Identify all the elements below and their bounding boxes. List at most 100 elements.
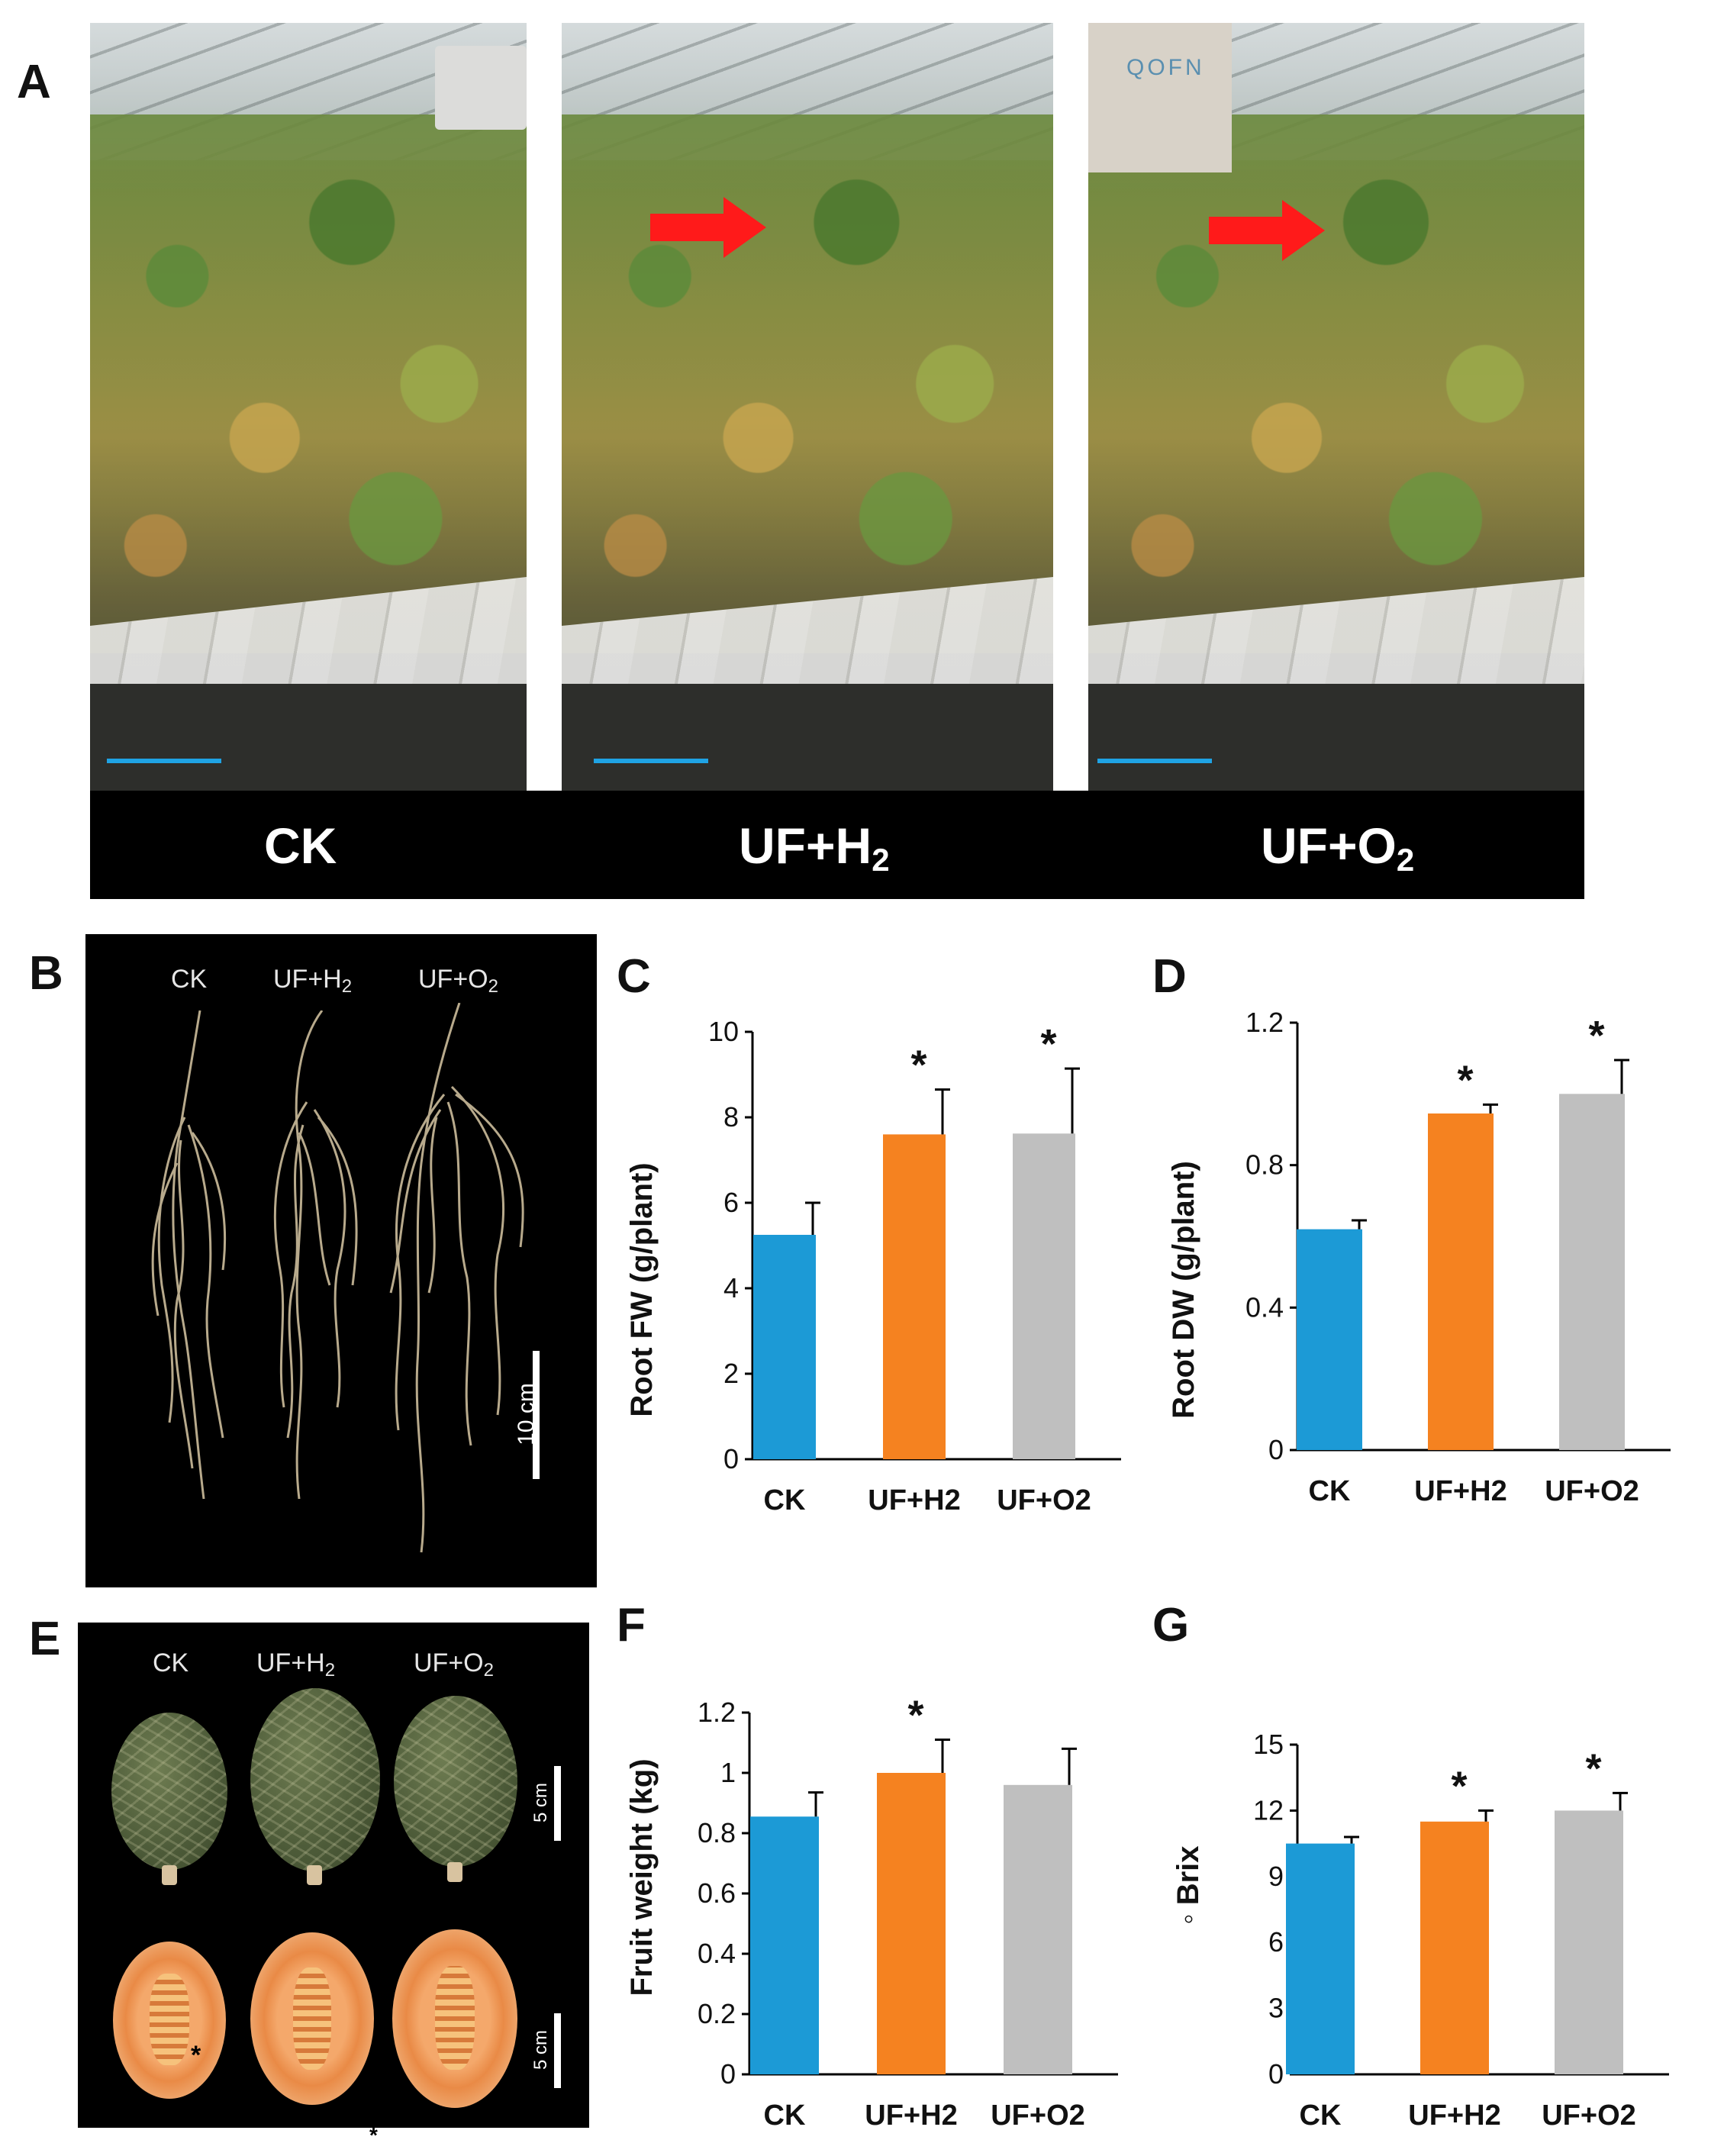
greenhouse-floor <box>562 684 1053 791</box>
x-tick-label: CK <box>1300 2100 1342 2132</box>
bar <box>1013 1133 1075 1459</box>
x-tick-label: CK <box>1309 1475 1351 1507</box>
sensor-logo: QOFN <box>1126 55 1205 80</box>
sensor-box <box>435 46 527 130</box>
caption-ck: CK <box>264 817 337 874</box>
y-axis-label: Root DW (g/plant) <box>1167 1161 1200 1419</box>
scale-label-top: 5 cm <box>530 1783 551 1823</box>
y-tick-label: 0.8 <box>698 1817 736 1848</box>
red-arrow-icon <box>650 197 766 258</box>
y-tick-label: 0.6 <box>698 1877 736 1909</box>
scale-bar-top <box>554 1766 561 1841</box>
y-tick-label: 1 <box>720 1757 736 1788</box>
bar <box>1420 1821 1489 2074</box>
bar <box>1004 1784 1072 2074</box>
root-system-ck <box>151 1010 227 1500</box>
bar <box>877 1773 946 2074</box>
red-arrow-icon <box>1209 200 1325 261</box>
y-tick-label: 15 <box>1253 1729 1284 1760</box>
x-tick-label: UF+H2 <box>865 2100 957 2132</box>
y-tick-label: 12 <box>1253 1794 1284 1826</box>
panel-letter-a: A <box>17 56 51 108</box>
root-label-ck: CK <box>171 965 208 994</box>
chart-svg: F 0 0.2 0.4 0.6 0.8 1 1.2 Fruit weight (kg) CK * UF… <box>617 1599 1118 2132</box>
panel-letter: G <box>1152 1599 1189 1652</box>
sensor-box: QOFN <box>1088 23 1232 172</box>
treatment-caption-band: CK UF+H2 UF+O2 <box>90 791 1584 899</box>
y-tick-label: 1.2 <box>1245 1007 1284 1038</box>
greenhouse-photo-uf-o2: QOFN <box>1088 23 1584 791</box>
scale-bar <box>533 1351 540 1479</box>
melon-label-uf-o2: UF+O2 <box>414 1648 494 1681</box>
chart-svg: C 0 2 4 6 8 10 Root FW (g/plant) CK * UF+H2 * UF+O2 <box>617 950 1121 1516</box>
y-tick-label: 0.2 <box>698 1998 736 2029</box>
bar <box>1555 1810 1623 2074</box>
panel-letter: D <box>1152 950 1187 1003</box>
melon-seed-cavity <box>150 1974 189 2065</box>
panel-letter-b: B <box>29 947 63 1000</box>
chart-svg: G 0 3 6 9 12 15 ◦ Brix CK * UF+H2 * UF+O2 <box>1152 1599 1669 2132</box>
significance-mark: * <box>1457 1057 1473 1103</box>
bar <box>750 1816 819 2074</box>
y-tick-label: 0 <box>720 2058 736 2090</box>
melon-label-ck: CK <box>153 1648 189 1677</box>
y-tick-label: 0 <box>1268 2058 1284 2090</box>
x-tick-label: CK <box>764 2100 806 2132</box>
photo-mark: * <box>369 2123 378 2147</box>
melon-stem <box>162 1865 177 1885</box>
significance-mark: * <box>1585 1745 1601 1791</box>
melon-stem <box>307 1865 322 1885</box>
panel-letter: C <box>617 950 651 1003</box>
melon-whole-uf-o2 <box>394 1696 517 1867</box>
y-tick-label: 4 <box>723 1272 739 1304</box>
melon-label-uf-h2: UF+H2 <box>256 1648 336 1681</box>
y-tick-label: 1.2 <box>698 1697 736 1728</box>
y-tick-label: 0.4 <box>698 1938 736 1969</box>
chart-f: F 0 0.2 0.4 0.6 0.8 1 1.2 Fruit weight (kg) CK * UF… <box>603 1595 1137 2156</box>
y-tick-label: 0.4 <box>1245 1291 1284 1323</box>
scale-bar-bottom <box>554 2013 561 2088</box>
root-label-uf-h2: UF+H2 <box>273 965 353 997</box>
y-tick-label: 6 <box>1268 1926 1284 1958</box>
y-tick-label: 6 <box>723 1187 739 1218</box>
plant-foliage <box>562 114 1053 653</box>
chart-g: G 0 3 6 9 12 15 ◦ Brix CK * UF+H2 * UF+O2 <box>1145 1595 1709 2156</box>
y-tick-label: 3 <box>1268 1993 1284 2024</box>
root-label-uf-o2: UF+O2 <box>418 965 498 997</box>
significance-mark: * <box>1040 1021 1056 1067</box>
scale-label-bottom: 5 cm <box>530 2030 551 2071</box>
melon-whole-uf-h2 <box>250 1688 380 1871</box>
greenhouse-floor <box>1088 684 1584 791</box>
y-tick-label: 0 <box>723 1443 739 1474</box>
melon-photo: CK UF+H2 UF+O2 * 5 cm 5 cm <box>78 1623 589 2128</box>
y-tick-label: 10 <box>708 1016 739 1047</box>
bar <box>883 1134 946 1459</box>
melon-stem <box>447 1862 462 1882</box>
melon-seed-cavity <box>435 1966 475 2070</box>
scale-label: 10 cm <box>514 1383 539 1445</box>
scale-bar <box>107 759 221 763</box>
melon-seed-cavity <box>293 1967 331 2070</box>
x-tick-label: UF+H2 <box>1414 1475 1506 1507</box>
caption-uf-o2: UF+O2 <box>1261 817 1415 878</box>
bar <box>1286 1843 1355 2074</box>
y-axis-label: Fruit weight (kg) <box>625 1758 659 1996</box>
greenhouse-photo-uf-h2 <box>562 23 1053 791</box>
photo-mark: * <box>191 2041 201 2070</box>
root-system-uf-h2 <box>273 1010 358 1500</box>
chart-c: C 0 2 4 6 8 10 Root FW (g/plant) CK * UF+H2 * UF+O2 <box>603 931 1137 1561</box>
y-tick-label: 0.8 <box>1245 1149 1284 1181</box>
significance-mark: * <box>910 1043 926 1088</box>
panel-letter-e: E <box>29 1613 61 1665</box>
x-tick-label: UF+O2 <box>997 1484 1091 1516</box>
root-system-uf-o2 <box>389 1003 524 1553</box>
chart-d: D 0 0.4 0.8 1.2 Root DW (g/plant) CK * UF+H2 * UF+… <box>1145 931 1709 1561</box>
x-tick-label: UF+H2 <box>1408 2100 1500 2132</box>
greenhouse-floor <box>90 684 527 791</box>
x-tick-label: CK <box>764 1484 806 1516</box>
chart-svg: D 0 0.4 0.8 1.2 Root DW (g/plant) CK * UF+H2 * UF+… <box>1152 950 1671 1507</box>
x-tick-label: UF+O2 <box>991 2100 1085 2132</box>
caption-uf-h2: UF+H2 <box>739 817 890 878</box>
significance-mark: * <box>1588 1013 1604 1059</box>
scale-bar <box>1097 759 1212 763</box>
